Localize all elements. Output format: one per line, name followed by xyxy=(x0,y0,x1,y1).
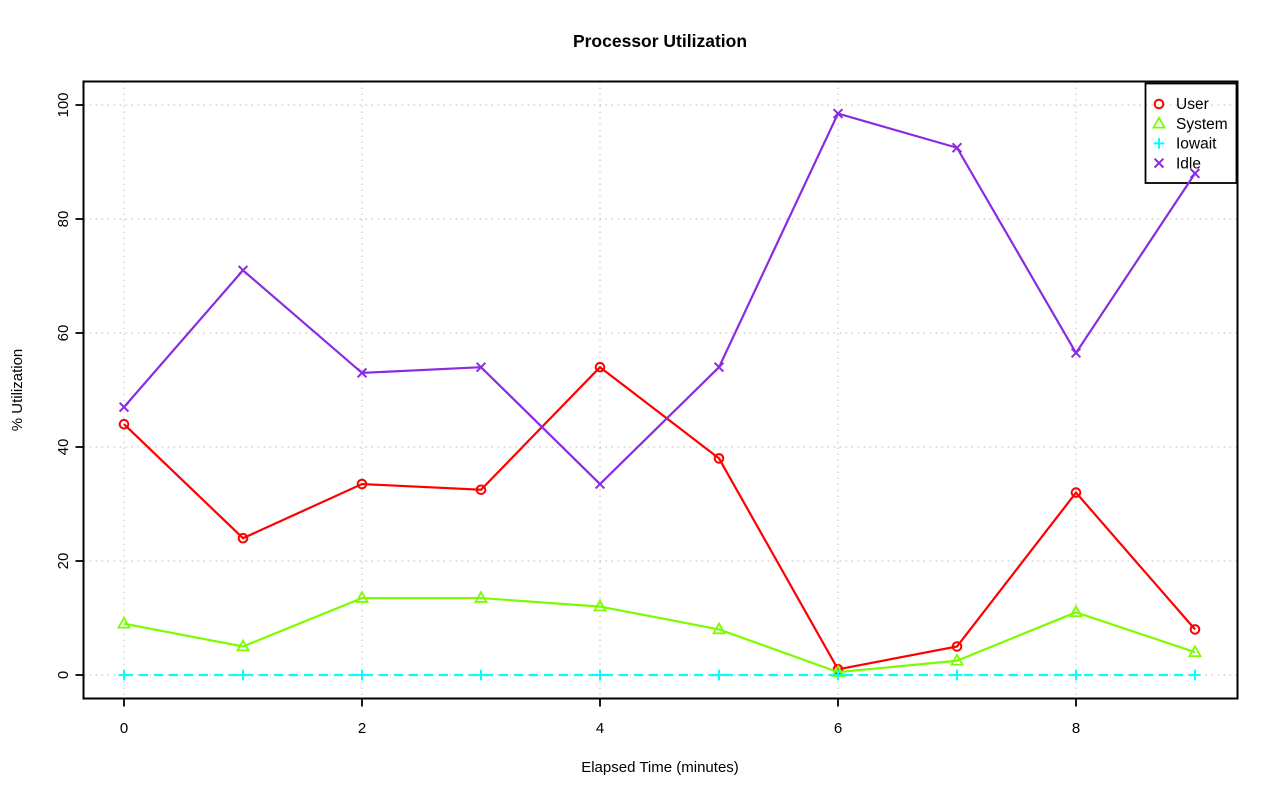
y-tick-label: 80 xyxy=(55,211,72,228)
circle-marker-icon xyxy=(951,641,963,652)
x-tick-label: 0 xyxy=(120,720,128,737)
x-marker-icon xyxy=(1189,168,1201,179)
series-line-system xyxy=(123,596,1196,674)
triangle-marker-icon xyxy=(1068,604,1084,618)
y-tick-label: 0 xyxy=(55,671,72,679)
series-iowait xyxy=(118,669,1201,681)
circle-marker-icon xyxy=(1189,624,1201,635)
plus-marker-icon xyxy=(1189,669,1201,681)
legend-item-idle: Idle xyxy=(1153,155,1201,172)
x-tick-label: 8 xyxy=(1072,720,1080,737)
series-system xyxy=(116,590,1203,677)
chart-title: Processor Utilization xyxy=(573,31,747,51)
triangle-marker-icon xyxy=(711,621,727,635)
triangle-marker-icon xyxy=(354,590,370,603)
legend-item-user: User xyxy=(1153,96,1209,113)
y-tick-label: 60 xyxy=(55,325,72,342)
triangle-marker-icon xyxy=(592,598,608,612)
series-line-user xyxy=(123,365,1196,671)
y-tick-label: 20 xyxy=(55,553,72,570)
circle-marker-icon xyxy=(1070,487,1082,498)
legend-marker-x-icon xyxy=(1153,157,1165,169)
legend: User System Iowait Idle xyxy=(1144,82,1238,184)
plus-marker-icon xyxy=(475,669,487,681)
x-marker-icon xyxy=(356,367,368,379)
triangle-marker-icon xyxy=(116,615,132,629)
x-axis-label: Elapsed Time (minutes) xyxy=(581,759,739,776)
series-idle xyxy=(118,108,1201,490)
x-marker-icon xyxy=(118,401,130,413)
triangle-marker-icon xyxy=(1187,644,1203,658)
triangle-marker-icon xyxy=(949,653,965,666)
plus-marker-icon xyxy=(237,669,249,681)
legend-label-iowait: Iowait xyxy=(1176,136,1217,153)
circle-marker-icon xyxy=(594,361,606,373)
legend-marker-plus-icon xyxy=(1153,137,1165,149)
gridlines xyxy=(83,81,1238,699)
plus-marker-icon xyxy=(356,669,368,681)
x-marker-icon xyxy=(713,362,725,373)
x-tick-label: 4 xyxy=(596,720,604,737)
x-marker-icon xyxy=(475,362,487,373)
legend-label-idle: Idle xyxy=(1176,155,1201,172)
x-marker-icon xyxy=(237,265,249,276)
x-marker-icon xyxy=(832,108,844,119)
legend-label-user: User xyxy=(1176,96,1209,113)
plus-marker-icon xyxy=(713,669,725,681)
x-axis: 0 2 4 6 8 xyxy=(120,698,1080,737)
y-tick-label: 40 xyxy=(55,439,72,456)
legend-item-system: System xyxy=(1151,115,1228,133)
circle-marker-icon xyxy=(475,484,487,496)
x-marker-icon xyxy=(1070,347,1082,359)
plus-marker-icon xyxy=(594,669,606,681)
circle-marker-icon xyxy=(713,453,725,464)
legend-item-iowait: Iowait xyxy=(1153,136,1217,153)
plus-marker-icon xyxy=(832,669,844,681)
y-tick-label: 100 xyxy=(55,92,72,117)
x-marker-icon xyxy=(594,478,606,490)
circle-marker-icon xyxy=(118,418,130,430)
legend-marker-triangle-icon xyxy=(1151,115,1167,129)
y-axis: 0 20 40 60 80 100 xyxy=(55,92,84,679)
legend-label-system: System xyxy=(1176,116,1228,133)
plus-marker-icon xyxy=(1070,669,1082,681)
plus-marker-icon xyxy=(951,669,963,681)
x-marker-icon xyxy=(951,142,963,153)
x-tick-label: 6 xyxy=(834,720,842,737)
triangle-marker-icon xyxy=(473,590,489,603)
legend-marker-circle-icon xyxy=(1153,98,1165,110)
triangle-marker-icon xyxy=(235,638,251,652)
circle-marker-icon xyxy=(356,478,368,490)
plus-marker-icon xyxy=(118,669,130,681)
series-line-idle xyxy=(123,112,1196,486)
series-user xyxy=(118,361,1201,675)
x-tick-label: 2 xyxy=(358,720,366,737)
plot-border xyxy=(82,80,1239,700)
circle-marker-icon xyxy=(237,532,249,544)
y-axis-label: % Utilization xyxy=(9,349,26,432)
